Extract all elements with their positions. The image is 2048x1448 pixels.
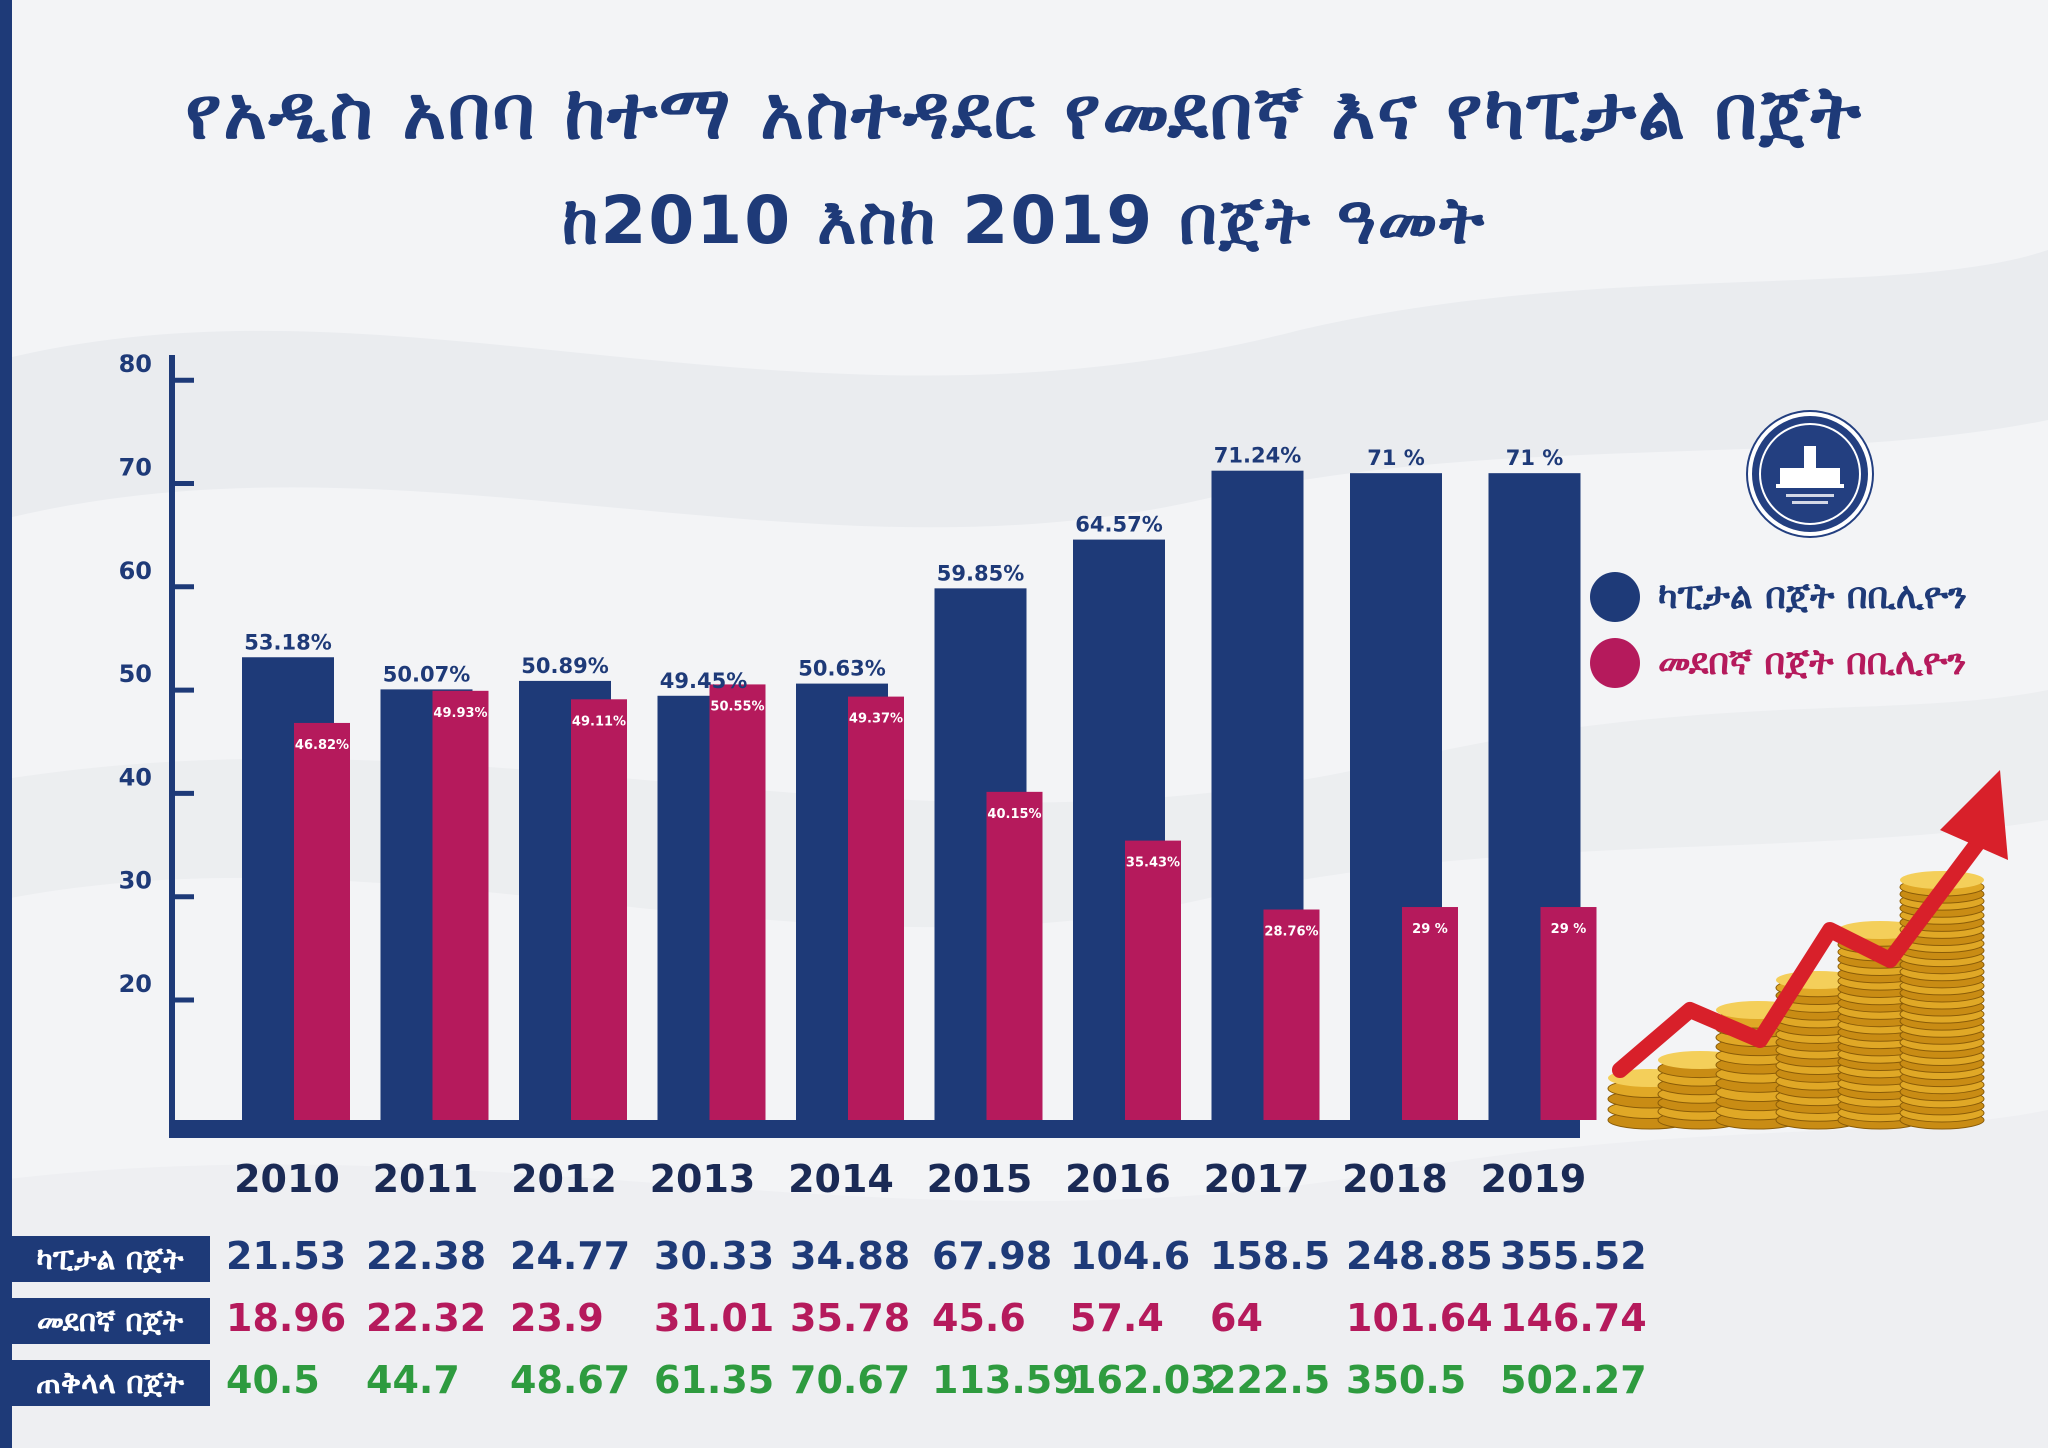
data-label-recurrent: 49.37% (849, 712, 903, 727)
x-tick-label: 2010 (234, 1157, 340, 1201)
table-cell: 101.64 (1346, 1296, 1493, 1340)
legend-label-recurrent: መደበኛ በጀት በቢሊዮን (1658, 642, 1967, 683)
y-tick-label: 40 (119, 763, 152, 791)
x-tick-label: 2018 (1342, 1157, 1448, 1201)
table-cell: 162.03 (1070, 1358, 1217, 1402)
x-tick-label: 2015 (927, 1157, 1033, 1201)
x-tick-label: 2011 (373, 1157, 479, 1201)
y-tick-label: 30 (119, 867, 152, 895)
data-label-capital: 50.89% (521, 654, 608, 678)
data-label-capital: 53.18% (244, 630, 331, 654)
y-tick-label: 20 (119, 970, 152, 998)
x-tick-label: 2017 (1204, 1157, 1310, 1201)
x-tick-label: 2014 (788, 1157, 894, 1201)
chart-title: የአዲስ አበባ ከተማ አስተዳደር የመደበኛ እና የካፒታል በጀት (185, 70, 1863, 156)
data-label-capital: 71 % (1506, 446, 1564, 470)
table-cell: 40.5 (226, 1358, 320, 1402)
bar-recurrent (1263, 909, 1320, 1120)
x-axis-baseline (172, 1120, 1580, 1138)
table-cell: 350.5 (1346, 1358, 1467, 1402)
table-cell: 104.6 (1070, 1234, 1191, 1278)
data-label-recurrent: 29 % (1412, 922, 1448, 937)
bar-recurrent (709, 684, 766, 1120)
data-label-capital: 64.57% (1075, 513, 1162, 537)
bar-recurrent (432, 690, 489, 1120)
table-cell: 61.35 (654, 1358, 775, 1402)
data-label-capital: 71.24% (1214, 444, 1301, 468)
table-cell: 34.88 (790, 1234, 911, 1278)
table-cell: 45.6 (932, 1296, 1026, 1340)
table-cell: 21.53 (226, 1234, 347, 1278)
table-cell: 22.38 (366, 1234, 487, 1278)
bar-recurrent (1402, 907, 1458, 1120)
table-cell: 502.27 (1500, 1358, 1647, 1402)
y-tick-label: 80 (119, 350, 152, 378)
data-label-recurrent: 29 % (1551, 922, 1587, 937)
x-tick-label: 2019 (1481, 1157, 1587, 1201)
bar-recurrent (571, 699, 627, 1120)
bar-recurrent (1125, 840, 1181, 1120)
x-tick-label: 2012 (511, 1157, 617, 1201)
table-cell: 48.67 (510, 1358, 631, 1402)
data-label-capital: 50.63% (798, 657, 885, 681)
coin-stacks-rising-arrow-illustration (1607, 770, 2008, 1130)
data-label-capital: 59.85% (937, 561, 1024, 585)
data-label-recurrent: 49.93% (433, 706, 487, 721)
table-cell: 67.98 (932, 1234, 1053, 1278)
bar-recurrent (848, 696, 904, 1120)
table-cell: 18.96 (226, 1296, 347, 1340)
table-cell: 24.77 (510, 1234, 631, 1278)
legend-swatch-capital (1590, 572, 1640, 622)
x-tick-label: 2016 (1065, 1157, 1171, 1201)
table-cell: 31.01 (654, 1296, 775, 1340)
table-cell: 57.4 (1070, 1296, 1164, 1340)
table-cell: 35.78 (790, 1296, 911, 1340)
legend-label-capital: ካፒታል በጀት በቢሊዮን (1658, 576, 1967, 617)
data-label-recurrent: 49.11% (572, 714, 626, 729)
data-label-capital: 49.45% (660, 669, 747, 693)
table-cell: 146.74 (1500, 1296, 1647, 1340)
table-cell: 222.5 (1210, 1358, 1331, 1402)
bar-recurrent (986, 791, 1043, 1120)
table-row-label: ጠቅላላ በጀት (10, 1360, 210, 1406)
table-row-label: ካፒታል በጀት (10, 1236, 210, 1282)
data-label-recurrent: 50.55% (710, 699, 764, 714)
legend-item-capital: ካፒታል በጀት በቢሊዮን (1590, 572, 1967, 622)
table-cell: 64 (1210, 1296, 1263, 1340)
table-cell: 158.5 (1210, 1234, 1331, 1278)
table-row-label: መደበኛ በጀት (10, 1298, 210, 1344)
data-label-recurrent: 35.43% (1126, 856, 1180, 871)
left-accent-strip (0, 0, 12, 1448)
data-label-recurrent: 46.82% (295, 738, 349, 753)
y-tick-label: 50 (119, 660, 152, 688)
table-cell: 23.9 (510, 1296, 604, 1340)
data-label-capital: 50.07% (383, 662, 470, 686)
table-cell: 355.52 (1500, 1234, 1647, 1278)
data-label-recurrent: 28.76% (1264, 925, 1318, 940)
city-emblem-logo (1748, 412, 1872, 536)
y-tick-label: 60 (119, 557, 152, 585)
table-cell: 30.33 (654, 1234, 775, 1278)
table-cell: 22.32 (366, 1296, 487, 1340)
table-cell: 44.7 (366, 1358, 460, 1402)
bar-recurrent (1540, 907, 1597, 1120)
table-cell: 248.85 (1346, 1234, 1493, 1278)
bar-recurrent (294, 722, 350, 1120)
data-label-recurrent: 40.15% (987, 807, 1041, 822)
data-label-capital: 71 % (1367, 446, 1425, 470)
y-tick-label: 70 (119, 454, 152, 482)
legend-item-recurrent: መደበኛ በጀት በቢሊዮን (1590, 638, 1966, 688)
chart-subtitle: ከ2010 እስከ 2019 በጀት ዓመት (562, 182, 1486, 259)
legend-swatch-recurrent (1590, 638, 1640, 688)
table-cell: 113.59 (932, 1358, 1079, 1402)
x-tick-label: 2013 (650, 1157, 756, 1201)
table-cell: 70.67 (790, 1358, 911, 1402)
